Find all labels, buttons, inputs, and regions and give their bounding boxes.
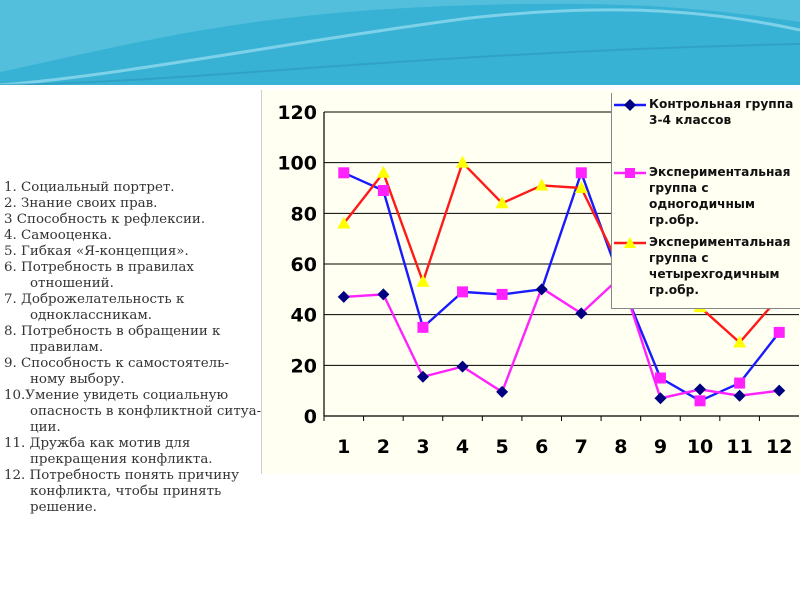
criterion-text-continued: конфликта, чтобы принять [30, 484, 222, 499]
criterion-text: 10.Умение увидеть социальную [4, 388, 229, 403]
x-tick-label: 5 [496, 436, 509, 458]
band-wave [0, 0, 800, 85]
triangle-marker [456, 155, 470, 168]
criterion-text-continued: опасность в конфликтной ситуа- [30, 404, 262, 419]
criterion-item: 8. Потребность в обращении к правилам. [4, 324, 272, 356]
diamond-marker [694, 383, 707, 396]
diamond-marker [575, 307, 588, 320]
criterion-item: 11. Дружба как мотив для прекращения конф… [4, 436, 272, 468]
diamond-marker [733, 389, 746, 402]
x-tick-label: 4 [456, 436, 469, 458]
triangle-marker [574, 181, 588, 193]
criteria-list: 1. Социальный портрет. 2. Знание своих пр… [4, 180, 272, 516]
y-tick-label: 80 [291, 203, 317, 225]
square-marker [496, 288, 508, 300]
x-tick-label: 8 [614, 436, 627, 458]
criterion-text-continued: ции. [30, 420, 61, 435]
x-tick-label: 6 [535, 436, 548, 458]
criterion-item: 5. Гибкая «Я-концепция». [4, 244, 272, 260]
y-tick-label: 0 [304, 406, 317, 428]
square-marker [417, 321, 429, 333]
criterion-text-continued: решение. [30, 500, 97, 515]
square-marker [575, 167, 587, 179]
legend-swatch [614, 168, 646, 178]
criterion-text: 9. Способность к самостоятель- [4, 356, 229, 371]
diamond-marker [416, 370, 429, 383]
chart-legend: Контрольная группа 3-4 классов Эксперимен… [611, 93, 800, 309]
criterion-item: 4. Самооценка. [4, 228, 272, 244]
criterion-text-continued: ному выбору. [30, 372, 125, 387]
diamond-marker [456, 360, 469, 373]
square-marker [694, 395, 706, 407]
triangle-marker [376, 165, 390, 178]
criterion-item: 9. Способность к самостоятель-ному выбор… [4, 356, 272, 388]
criterion-item: 10.Умение увидеть социальную опасность в … [4, 388, 272, 436]
x-tick-label: 9 [654, 436, 667, 458]
triangle-marker [495, 196, 509, 209]
square-marker [734, 377, 746, 389]
criterion-item: 6. Потребность в правилах отношений. [4, 260, 272, 292]
criterion-text: 2. Знание своих прав. [4, 196, 158, 211]
series-line [342, 161, 781, 344]
square-marker [377, 185, 389, 197]
legend-swatch [614, 99, 646, 111]
diamond-marker [535, 283, 548, 296]
x-tick-label: 3 [416, 436, 429, 458]
criterion-text-continued: прекращения конфликта. [30, 452, 213, 467]
legend-label: Экспериментальная группа с одногодичным … [649, 165, 791, 227]
y-tick-label: 120 [277, 102, 317, 124]
diamond-marker [654, 392, 667, 405]
x-tick-label: 12 [766, 436, 792, 458]
x-tick-label: 7 [575, 436, 588, 458]
x-tick-label: 11 [726, 436, 752, 458]
y-tick-label: 60 [291, 254, 317, 276]
square-marker [338, 167, 350, 179]
criterion-text-continued: отношений. [30, 276, 114, 291]
legend-label: Контрольная группа 3-4 классов [649, 97, 794, 127]
triangle-marker [535, 178, 549, 191]
x-tick-label: 10 [687, 436, 713, 458]
series-line [343, 171, 781, 402]
x-tick-label: 1 [337, 436, 350, 458]
legend-label: Экспериментальная группа с четырехгодичн… [649, 235, 791, 297]
legend-swatch [614, 237, 646, 248]
x-tick-label: 2 [377, 436, 390, 458]
diamond-marker [773, 384, 786, 397]
triangle-marker [337, 216, 351, 229]
criterion-text: 7. Доброжелательность к [4, 292, 185, 307]
criterion-text: 5. Гибкая «Я-концепция». [4, 244, 189, 259]
criterion-text: 8. Потребность в обращении к [4, 324, 221, 339]
criterion-item: 2. Знание своих прав. [4, 196, 272, 212]
y-tick-label: 40 [291, 305, 317, 327]
square-marker [654, 372, 666, 384]
criterion-text: 4. Самооценка. [4, 228, 112, 243]
top-decor-band [0, 0, 800, 85]
criterion-text-continued: одноклассникам. [30, 308, 153, 323]
diamond-marker [377, 288, 390, 301]
criterion-item: 12. Потребность понять причину конфликта,… [4, 468, 272, 516]
diamond-marker [337, 290, 350, 303]
criterion-text: 11. Дружба как мотив для [4, 436, 191, 451]
triangle-marker [733, 335, 747, 348]
series-line [343, 275, 780, 400]
criterion-text: 1. Социальный портрет. [4, 180, 175, 195]
square-marker [773, 326, 785, 338]
criterion-item: 3 Способность к рефлексии. [4, 212, 272, 228]
criterion-text-continued: правилам. [30, 340, 104, 355]
y-tick-label: 100 [277, 153, 317, 175]
y-tick-label: 20 [291, 355, 317, 377]
diamond-marker [496, 385, 509, 398]
triangle-marker [416, 274, 430, 287]
square-marker [457, 286, 469, 298]
criterion-text: 12. Потребность понять причину [4, 468, 240, 483]
criterion-item: 7. Доброжелательность к одноклассникам. [4, 292, 272, 324]
criterion-item: 1. Социальный портрет. [4, 180, 272, 196]
criterion-text: 3 Способность к рефлексии. [4, 212, 206, 227]
criterion-text: 6. Потребность в правилах [4, 260, 194, 275]
